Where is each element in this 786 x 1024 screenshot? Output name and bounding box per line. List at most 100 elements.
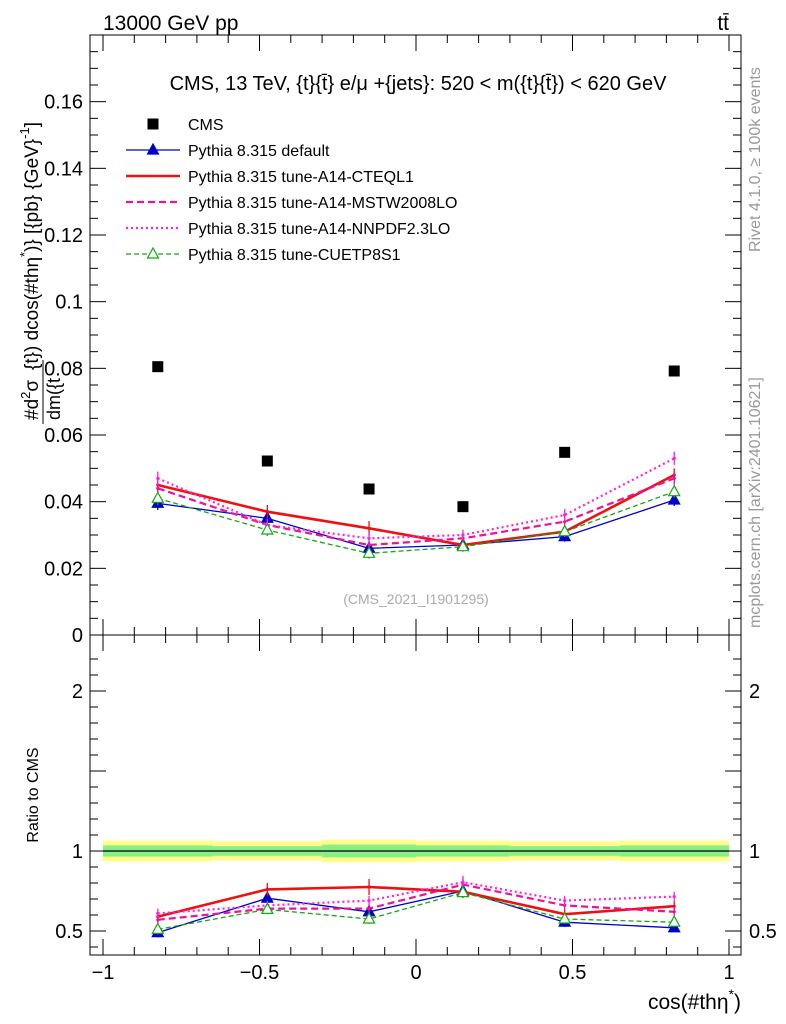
data-point <box>363 483 375 495</box>
data-point <box>260 522 274 535</box>
ratio-line-cuetp8s1 <box>157 891 675 931</box>
legend-label: Pythia 8.315 tune-A14-CTEQL1 <box>188 169 414 186</box>
ratio-point <box>265 887 269 892</box>
x-tick-label: −1 <box>92 962 115 984</box>
data-point <box>456 539 470 552</box>
ratio-point <box>667 914 681 927</box>
legend-item-nnpdf: Pythia 8.315 tune-A14-NNPDF2.3LO <box>126 221 450 238</box>
side-source-label: mcplots.cern.ch [arXiv:2401.10621] <box>747 377 764 628</box>
ratio-band <box>103 839 729 863</box>
data-point <box>362 546 376 558</box>
ratio-point <box>151 922 165 935</box>
legend-label: Pythia 8.315 tune-A14-MSTW2008LO <box>188 195 457 212</box>
ratio-line-mstw <box>157 883 675 921</box>
series-cms <box>152 361 680 513</box>
data-point <box>151 491 165 503</box>
legend-label: Pythia 8.315 tune-A14-NNPDF2.3LO <box>188 221 450 238</box>
y-tick-label: 0.1 <box>55 292 83 314</box>
series-line-mstw <box>157 477 675 547</box>
main-series <box>151 361 681 559</box>
ratio-point <box>563 899 567 903</box>
y-tick-label: 0.16 <box>44 92 83 114</box>
side-version-label: Rivet 4.1.0, ≥ 100k events <box>747 67 764 252</box>
ratio-panel: 0.5 0.5 1 1 2 2 −1 −0.5 0 0.5 1 Ratio to CMS cos(#… <box>25 634 777 1014</box>
ratio-line-default <box>157 890 675 934</box>
ratio-point <box>672 895 676 899</box>
ratio-y-tick-label: 1 <box>72 841 83 863</box>
ratio-point <box>558 911 572 924</box>
header-process-label: tt̄ <box>717 12 729 35</box>
data-point <box>367 526 371 530</box>
ylabel-sup: -1 <box>17 127 32 139</box>
series-mstw <box>156 471 676 551</box>
data-point <box>672 476 676 480</box>
data-point <box>156 486 160 490</box>
ratio-point <box>461 880 465 884</box>
ratio-series-cteql1 <box>156 879 676 922</box>
legend-item-cteql1: Pythia 8.315 tune-A14-CTEQL1 <box>126 169 414 186</box>
ratio-point <box>362 911 376 924</box>
ratio-y-tick-label: 0.5 <box>55 921 83 943</box>
ylabel-mid: {t}) dcos(#thη <box>22 257 43 370</box>
ratio-line-cteql1 <box>157 885 675 918</box>
ylabel-close: ] <box>22 122 43 127</box>
ratio-point <box>367 885 371 889</box>
series-cuetp8s1 <box>151 484 681 559</box>
legend-marker <box>146 142 160 155</box>
data-point <box>367 536 371 540</box>
main-panel: CMS, 13 TeV, {t}{t̄} e/μ +{jets}: 520 < … <box>17 34 742 647</box>
x-axis-label: cos(#thη*) <box>648 986 741 1014</box>
svg-text:#d2σ: #d2σ <box>18 380 43 420</box>
main-title: CMS, 13 TeV, {t}{t̄} e/μ +{jets}: 520 < … <box>170 73 668 95</box>
ylabel-sigma: σ <box>22 380 43 392</box>
ratio-point <box>456 885 470 898</box>
ratio-y-tick-label-right: 2 <box>749 681 760 703</box>
analysis-watermark: (CMS_2021_I1901295) <box>343 591 489 607</box>
legend-item-default: Pythia 8.315 default <box>126 142 330 160</box>
ratio-point <box>156 911 160 916</box>
y-tick-label: 0.14 <box>44 158 83 180</box>
main-ylabel: #d2σ dm({t {t}) dcos(#thη*)} [{pb} {GeV}… <box>17 122 64 424</box>
legend: CMS Pythia 8.315 default Pythia 8.315 tune… <box>126 117 457 264</box>
x-tick-label: 1 <box>723 962 734 984</box>
legend-label: CMS <box>188 117 224 134</box>
y-tick-label: 0 <box>72 625 83 647</box>
legend-item-cuetp8s1: Pythia 8.315 tune-CUETP8S1 <box>126 246 401 264</box>
data-point <box>667 492 681 505</box>
header-energy-label: 13000 GeV pp <box>103 12 238 35</box>
ratio-point <box>672 904 676 908</box>
series-line-default <box>157 499 675 549</box>
legend-label: Pythia 8.315 tune-CUETP8S1 <box>188 247 401 264</box>
ratio-point <box>260 902 274 915</box>
ratio-y-tick-label-right: 1 <box>749 841 760 863</box>
legend-item-cms: CMS <box>147 117 224 134</box>
ratio-ticks: 0.5 0.5 1 1 2 2 −1 −0.5 0 0.5 1 <box>55 635 777 984</box>
ratio-ylabel: Ratio to CMS <box>25 747 42 842</box>
legend-item-mstw: Pythia 8.315 tune-A14-MSTW2008LO <box>126 195 457 212</box>
ylabel-star: * <box>17 252 32 257</box>
ratio-y-tick-label: 2 <box>72 681 83 703</box>
data-point <box>668 365 680 377</box>
svg-text:{t}) dcos(#thη*)} [{pb} {GeV}-: {t}) dcos(#thη*)} [{pb} {GeV}-1] <box>17 122 43 370</box>
data-point <box>461 533 465 537</box>
y-tick-label: 0.12 <box>44 225 83 247</box>
y-tick-label: 0.08 <box>44 358 83 380</box>
data-point <box>261 455 273 467</box>
data-point <box>367 543 371 547</box>
data-point <box>667 484 681 497</box>
ratio-y-tick-label-right: 0.5 <box>749 921 777 943</box>
y-tick-label: 0.06 <box>44 425 83 447</box>
data-point <box>559 446 571 458</box>
ratio-point <box>367 899 371 903</box>
main-ticks: 0 0.02 0.04 0.06 0.08 0.1 0.12 0.14 0.16 <box>44 35 741 647</box>
data-point <box>563 520 567 524</box>
ratio-point <box>672 910 676 914</box>
ratio-point <box>367 907 371 911</box>
data-point <box>672 456 676 460</box>
ratio-point <box>156 918 160 922</box>
series-line-cteql1 <box>157 473 675 547</box>
ratio-series-cuetp8s1 <box>151 885 681 935</box>
data-point <box>563 513 567 517</box>
ylabel-numerator: #d <box>22 399 43 420</box>
ylabel-main: [{pb} {GeV} <box>22 139 43 234</box>
